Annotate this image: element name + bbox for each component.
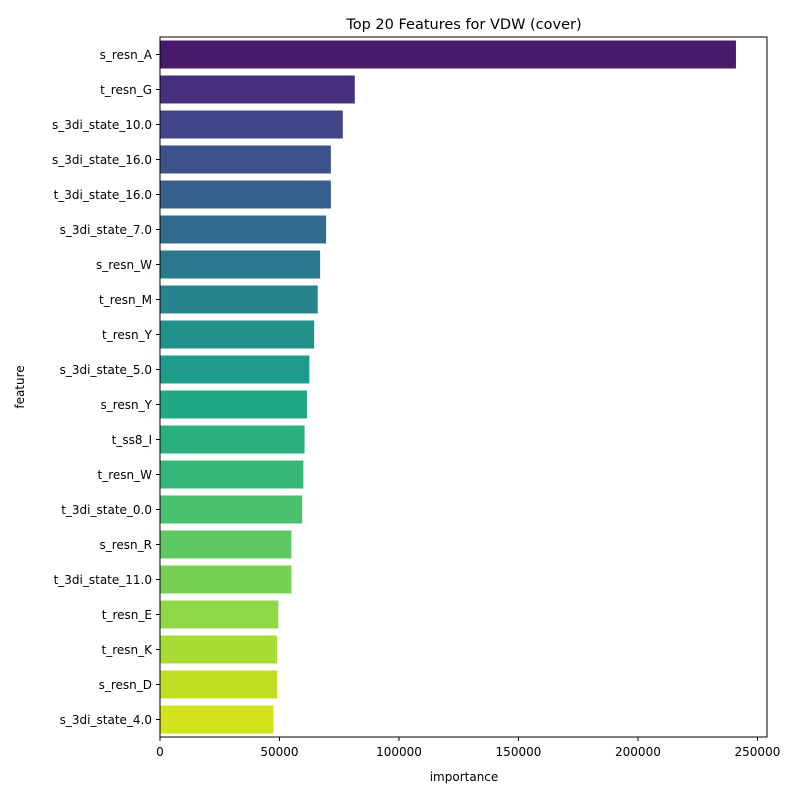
y-axis-label: feature	[13, 365, 27, 408]
y-tick-label: t_ss8_I	[112, 433, 152, 447]
x-tick-label: 0	[156, 745, 164, 759]
bar-s_3di_state_4.0	[160, 705, 274, 734]
bar-t_resn_W	[160, 460, 304, 489]
x-axis-label: importance	[430, 770, 499, 784]
y-tick-label: t_resn_M	[99, 293, 152, 307]
plot-frame	[159, 36, 768, 738]
bar-s_resn_D	[160, 670, 278, 699]
y-tick-label: s_3di_state_10.0	[52, 118, 152, 132]
y-tick-label: t_resn_Y	[102, 328, 153, 342]
bar-t_ss8_I	[160, 425, 305, 454]
y-tick-label: s_3di_state_5.0	[60, 363, 152, 377]
y-tick-label: s_resn_R	[100, 538, 153, 552]
y-tick-label: t_resn_W	[98, 468, 153, 482]
y-tick-label: s_3di_state_16.0	[52, 153, 152, 167]
x-tick-label: 100000	[376, 745, 422, 759]
bar-s_3di_state_16.0	[160, 145, 331, 174]
bar-t_3di_state_11.0	[160, 565, 292, 594]
y-tick-label: t_3di_state_16.0	[54, 188, 152, 202]
chart-title: Top 20 Features for VDW (cover)	[345, 17, 581, 33]
bar-s_3di_state_7.0	[160, 215, 327, 244]
y-tick-label: s_3di_state_7.0	[60, 223, 152, 237]
bar-t_resn_E	[160, 600, 279, 629]
bar-s_resn_Y	[160, 390, 307, 419]
y-tick-label: t_resn_K	[102, 643, 154, 657]
bars-group	[160, 40, 736, 734]
bar-s_resn_W	[160, 250, 321, 279]
bar-t_resn_K	[160, 635, 278, 664]
bar-s_resn_A	[160, 40, 736, 69]
x-tick-label: 150000	[496, 745, 542, 759]
bar-t_resn_M	[160, 285, 318, 314]
y-tick-label: s_3di_state_4.0	[60, 713, 152, 727]
y-tick-label: t_resn_G	[100, 83, 152, 97]
y-tick-label: t_3di_state_11.0	[54, 573, 152, 587]
y-tick-label: t_3di_state_0.0	[61, 503, 152, 517]
bar-t_3di_state_16.0	[160, 180, 331, 209]
y-tick-label: s_resn_D	[99, 678, 152, 692]
y-tick-label: t_resn_E	[102, 608, 152, 622]
bar-s_3di_state_5.0	[160, 355, 310, 384]
x-tick-label: 200000	[615, 745, 661, 759]
y-tick-label: s_resn_Y	[101, 398, 153, 412]
x-ticks: 0 50000 100000 150000 200000 250000	[156, 737, 780, 759]
bar-t_resn_Y	[160, 320, 315, 349]
bar-s_3di_state_10.0	[160, 110, 343, 139]
bar-t_3di_state_0.0	[160, 495, 303, 524]
y-tick-label: s_resn_A	[100, 48, 153, 62]
x-tick-label: 50000	[260, 745, 298, 759]
y-tick-label: s_resn_W	[96, 258, 152, 272]
y-tick-labels: s_resn_A t_resn_G s_3di_state_10.0 s_3di_st…	[52, 48, 160, 727]
bar-s_resn_R	[160, 530, 292, 559]
x-tick-label: 250000	[735, 745, 781, 759]
bar-t_resn_G	[160, 75, 355, 104]
